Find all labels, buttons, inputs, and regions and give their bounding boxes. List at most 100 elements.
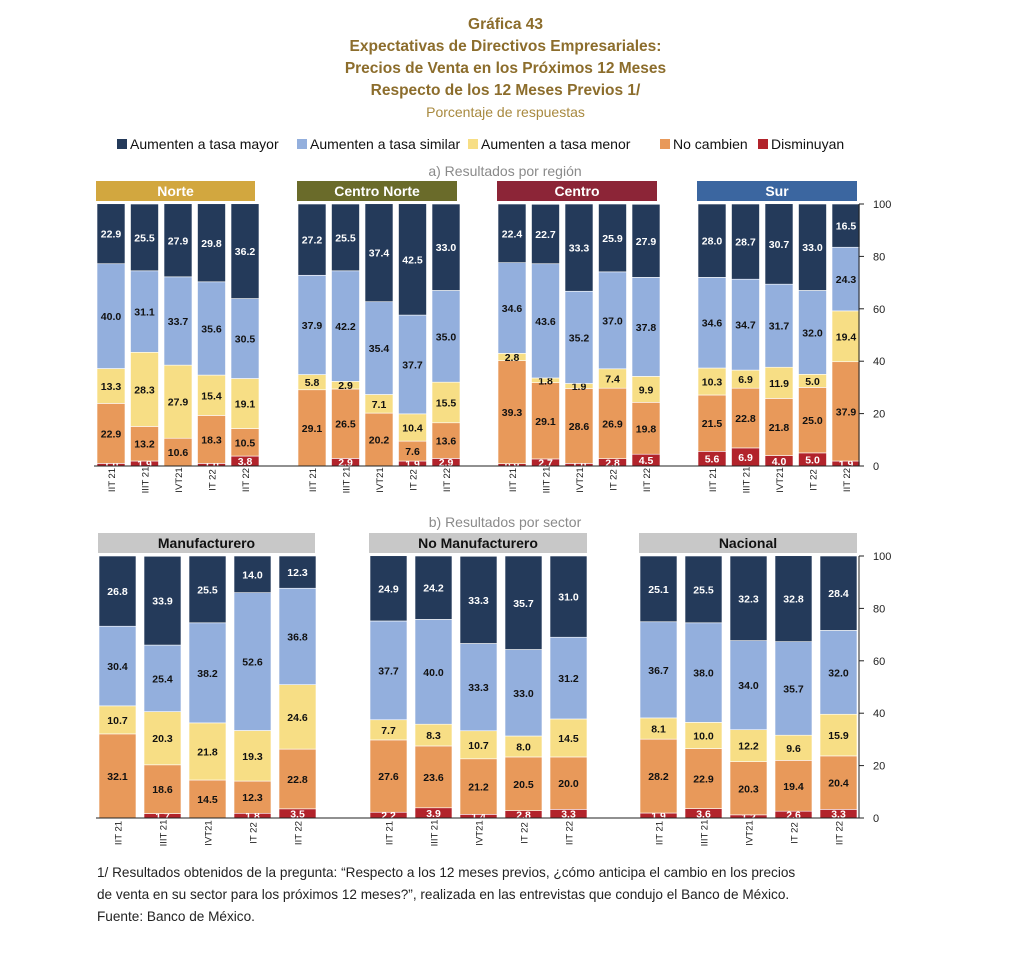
category-label: IT 22 — [409, 469, 420, 490]
bar-segment-aumenten-mayor — [639, 555, 678, 623]
data-label: 33.3 — [468, 595, 489, 607]
chart-title-block: Gráfica 43 Expectativas de Directivos Em… — [0, 14, 1011, 122]
data-label: 22.9 — [693, 774, 714, 786]
data-label: 31.1 — [134, 307, 155, 319]
data-label: 25.5 — [335, 232, 356, 244]
data-label: 30.4 — [107, 661, 128, 673]
legend-label-no-cambien: No cambien — [673, 136, 748, 152]
data-label: 6.9 — [738, 374, 753, 386]
category-label: IIIT 21 — [141, 467, 152, 494]
y-tick-label: 0 — [873, 813, 879, 825]
y-tick-label: 80 — [873, 603, 885, 615]
bar-segment-aumenten-mayor — [188, 555, 227, 624]
bar-segment-aumenten-similar — [414, 619, 453, 725]
data-label: 33.7 — [168, 316, 189, 328]
data-label: 36.2 — [235, 246, 256, 258]
data-label: 34.6 — [702, 318, 723, 330]
bar-segment-no-cambien — [798, 387, 827, 454]
y-tick-label: 60 — [873, 656, 885, 668]
data-label: 28.0 — [702, 236, 723, 248]
data-label: 2.2 — [381, 810, 396, 822]
bar-segment-aumenten-similar — [819, 630, 858, 715]
bar-segment-aumenten-menor — [188, 722, 227, 781]
bar-segment-aumenten-mayor — [564, 203, 594, 292]
data-label: 25.9 — [602, 233, 623, 245]
bar-segment-aumenten-mayor — [233, 555, 272, 593]
category-label: IVT21 — [775, 467, 786, 492]
data-label: 5.6 — [705, 454, 720, 466]
data-label: 23.6 — [423, 772, 444, 784]
bar-segment-no-cambien — [163, 437, 193, 467]
bar-segment-no-cambien — [278, 748, 317, 810]
footnote-source: Fuente: Banco de México. — [97, 909, 255, 924]
bar-segment-no-cambien — [684, 748, 723, 809]
bar-segment-aumenten-mayor — [549, 555, 588, 638]
bar-segment-aumenten-mayor — [278, 555, 317, 589]
bar-segment-aumenten-similar — [598, 271, 627, 370]
data-label: 37.9 — [836, 406, 857, 418]
data-label: 19.3 — [242, 751, 263, 763]
data-label: 34.0 — [738, 680, 759, 692]
data-label: 22.9 — [101, 229, 122, 241]
legend-label-aumenten-a-tasa-mayor: Aumenten a tasa mayor — [130, 136, 279, 152]
bar-segment-aumenten-mayor — [130, 203, 159, 272]
bar-segment-no-cambien — [598, 387, 627, 459]
data-label: 13.3 — [101, 381, 122, 393]
data-label: 36.8 — [287, 631, 308, 643]
bar-segment-aumenten-mayor — [684, 555, 723, 624]
category-label: IVT21 — [745, 820, 756, 845]
bar-segment-aumenten-similar — [130, 270, 159, 353]
data-label: 35.0 — [436, 331, 457, 343]
group-header-label: Sur — [765, 183, 789, 199]
data-label: 19.8 — [636, 423, 657, 435]
data-label: 28.3 — [134, 384, 155, 396]
bar-segment-aumenten-similar — [798, 290, 827, 375]
chart-title-line-2: Precios de Venta en los Próximos 12 Mese… — [344, 60, 667, 77]
bar-segment-aumenten-mayor — [774, 555, 813, 642]
bar-segment-aumenten-similar — [774, 641, 813, 736]
data-label: 35.2 — [569, 332, 590, 344]
data-label: 25.5 — [134, 232, 155, 244]
data-label: 9.6 — [786, 743, 801, 755]
data-label: 21.8 — [197, 746, 218, 758]
data-label: 40.0 — [101, 311, 122, 323]
category-label: IVT21 — [375, 467, 386, 492]
bar-segment-aumenten-mayor — [831, 203, 861, 248]
bar-segment-no-cambien — [96, 403, 126, 464]
data-label: 19.4 — [783, 781, 804, 793]
bar-segment-aumenten-mayor — [459, 555, 498, 644]
panel-title: b) Resultados por sector — [429, 514, 582, 530]
data-label: 22.4 — [502, 228, 523, 240]
data-label: 10.7 — [107, 715, 128, 727]
bar-segment-aumenten-menor — [819, 713, 858, 757]
data-label: 20.3 — [738, 783, 759, 795]
data-label: 25.5 — [693, 584, 714, 596]
data-label: 15.9 — [828, 730, 849, 742]
data-label: 14.5 — [558, 733, 579, 745]
data-label: 27.2 — [302, 235, 323, 247]
data-label: 22.7 — [535, 229, 556, 241]
bar-segment-aumenten-similar — [369, 620, 408, 721]
data-label: 38.2 — [197, 668, 218, 680]
data-label: 34.7 — [735, 320, 756, 332]
category-label: IIT 22 — [442, 468, 453, 492]
category-label: IIT 22 — [241, 468, 252, 492]
y-tick-label: 80 — [873, 251, 885, 263]
data-label: 26.9 — [602, 418, 623, 430]
bar-segment-no-cambien — [143, 764, 182, 814]
data-label: 42.5 — [402, 254, 423, 266]
bar-segment-aumenten-mayor — [364, 203, 394, 303]
data-label: 2.6 — [786, 810, 801, 822]
category-label: IIT 21 — [308, 468, 319, 492]
category-label: IIT 22 — [835, 821, 846, 845]
data-label: 20.3 — [152, 733, 173, 745]
category-label: IIT 22 — [642, 468, 653, 492]
data-label: 26.8 — [107, 586, 128, 598]
data-label: 31.7 — [769, 321, 790, 333]
data-label: 37.0 — [602, 315, 623, 327]
category-label: IT 22 — [809, 469, 820, 490]
data-label: 31.0 — [558, 592, 579, 604]
data-label: 1.8 — [538, 375, 553, 387]
bar-segment-aumenten-menor — [230, 378, 260, 429]
bar-segment-aumenten-similar — [549, 636, 588, 720]
